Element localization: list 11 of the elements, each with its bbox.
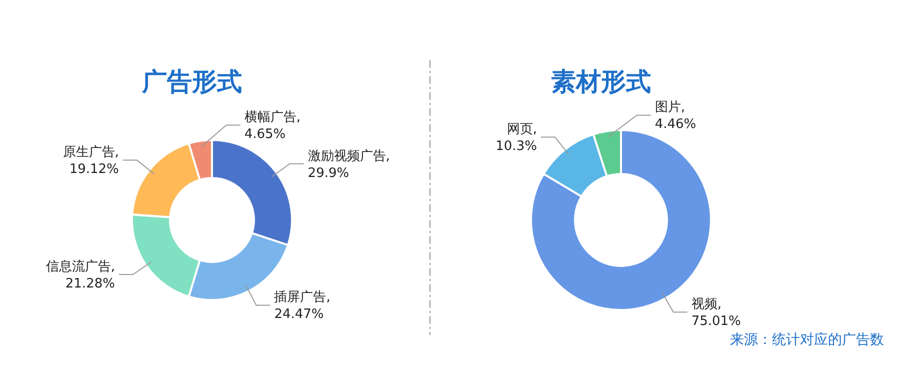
slice-label: 信息流广告, 21.28%	[46, 258, 115, 292]
slice-label: 网页, 10.3%	[496, 122, 537, 154]
slice-label: 图片, 4.46%	[654, 100, 696, 132]
slice-label: 原生广告, 19.12%	[62, 145, 119, 178]
chart-title: 素材形式	[551, 67, 651, 96]
slice-label: 横幅广告, 4.65%	[244, 110, 300, 142]
source-note: 来源：统计对应的广告数	[730, 332, 884, 348]
slice-label: 插屏广告, 24.47%	[274, 290, 330, 322]
slice-label: 激励视频广告, 29.9%	[308, 148, 390, 181]
slice-label: 视频, 75.01%	[691, 297, 741, 330]
chart-title: 广告形式	[141, 67, 242, 96]
